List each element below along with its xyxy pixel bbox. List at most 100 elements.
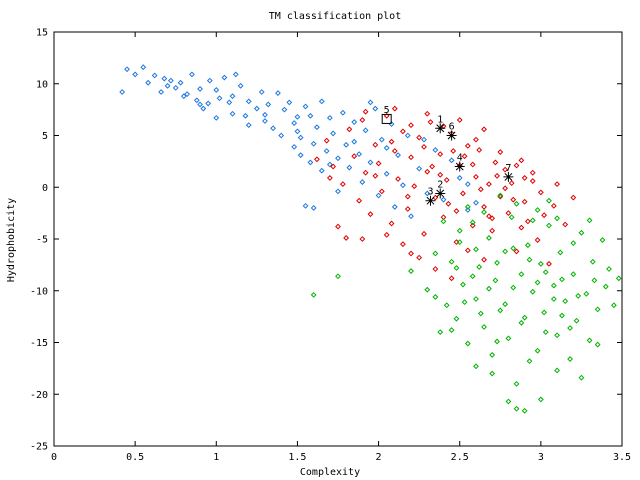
data-point: [375, 192, 382, 199]
data-point: [610, 302, 617, 309]
data-point: [421, 136, 427, 143]
annotation-label: 4: [457, 153, 463, 164]
y-tick-label: -20: [30, 390, 48, 401]
data-point: [513, 380, 520, 387]
data-point: [573, 317, 580, 324]
data-point: [400, 182, 406, 189]
series-2: [310, 192, 622, 414]
data-point: [541, 309, 548, 316]
data-point: [461, 153, 468, 160]
y-axis-label: Hydrophobicity: [6, 198, 17, 282]
data-point: [313, 124, 320, 131]
data-point: [521, 314, 528, 321]
data-point: [464, 204, 471, 210]
data-point: [473, 246, 479, 253]
data-point: [508, 180, 515, 187]
data-point: [481, 324, 487, 330]
data-point: [335, 188, 341, 195]
data-point: [362, 169, 369, 176]
series-0: [119, 64, 479, 220]
data-point: [424, 286, 431, 293]
data-point: [437, 171, 444, 178]
data-point: [400, 128, 406, 135]
data-point: [330, 163, 337, 170]
data-point: [416, 134, 423, 141]
star-marker: [435, 188, 446, 199]
data-point: [313, 156, 320, 163]
data-point: [437, 151, 444, 158]
data-point: [481, 256, 487, 263]
data-point: [432, 147, 439, 153]
data-point: [534, 347, 541, 354]
data-point: [559, 312, 565, 319]
data-point: [481, 126, 487, 133]
data-point: [372, 141, 379, 148]
data-point: [481, 209, 487, 215]
data-point: [542, 329, 549, 336]
data-point: [594, 306, 601, 313]
data-point: [367, 99, 374, 106]
data-point: [359, 179, 366, 185]
data-point: [375, 160, 382, 167]
data-point: [464, 247, 471, 254]
data-point: [494, 338, 500, 345]
x-tick-label: 3.5: [613, 452, 631, 463]
data-point: [586, 337, 593, 344]
data-point: [486, 181, 492, 188]
data-point: [427, 119, 434, 125]
data-point: [346, 126, 353, 133]
data-point: [469, 219, 476, 226]
x-axis-label: Complexity: [300, 467, 360, 478]
data-point: [197, 86, 203, 92]
x-tick-label: 2.5: [451, 452, 469, 463]
data-point: [534, 237, 541, 243]
data-point: [550, 202, 557, 209]
data-point: [226, 99, 233, 106]
data-point: [356, 151, 363, 158]
data-point: [562, 221, 569, 228]
data-point: [395, 176, 401, 182]
data-point: [537, 189, 544, 196]
data-point: [537, 396, 544, 403]
data-point: [213, 87, 220, 93]
data-point: [408, 250, 414, 257]
data-point: [570, 194, 577, 201]
annotation-label: 7: [505, 163, 511, 174]
data-point: [453, 265, 460, 271]
annotation-2: 2: [435, 179, 446, 199]
data-point: [502, 185, 509, 192]
data-point: [546, 260, 552, 267]
data-point: [294, 128, 301, 135]
data-point: [281, 106, 288, 113]
data-point: [302, 103, 309, 110]
data-point: [546, 197, 552, 204]
data-point: [388, 220, 395, 227]
data-point: [554, 215, 560, 222]
data-point: [448, 327, 455, 333]
data-point: [158, 89, 165, 95]
data-point: [529, 217, 536, 224]
y-tick-label: -10: [30, 286, 48, 297]
data-point: [291, 120, 298, 126]
data-point: [421, 143, 427, 150]
x-tick-label: 1.5: [288, 452, 306, 463]
data-point: [575, 293, 582, 299]
data-point: [351, 119, 358, 125]
data-point: [518, 157, 525, 164]
data-point: [578, 229, 585, 236]
data-point: [513, 248, 520, 255]
data-point: [335, 155, 341, 162]
data-point: [391, 204, 398, 210]
data-point: [453, 315, 460, 322]
data-point: [489, 352, 496, 358]
annotation-1: 1: [435, 114, 446, 134]
annotation-7: 7: [503, 163, 514, 182]
data-point: [529, 288, 536, 295]
data-point: [297, 134, 304, 141]
data-point: [486, 213, 492, 220]
y-tick-label: -5: [36, 235, 48, 246]
data-point: [404, 206, 411, 212]
